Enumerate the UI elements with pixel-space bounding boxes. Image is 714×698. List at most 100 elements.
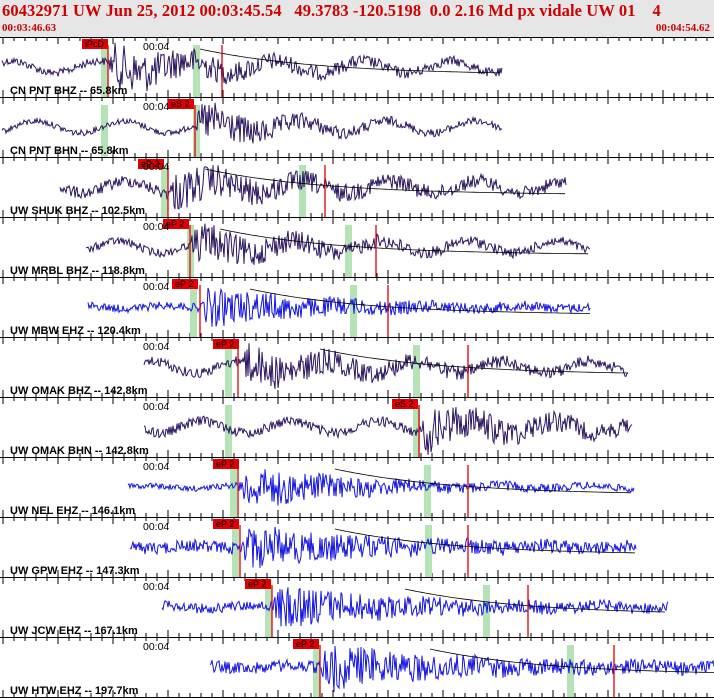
trace-panel[interactable]: iPcD 00:04 CN PNT BHZ -- 65.8km xyxy=(0,37,714,97)
time-label: 00:04 xyxy=(143,401,169,413)
waveform xyxy=(129,526,637,568)
station-label: UW MRBL BHZ -- 118.8km xyxy=(10,265,145,277)
pick-marker[interactable] xyxy=(163,219,189,229)
coda-curve xyxy=(219,228,589,255)
pick-label: eP 2 xyxy=(216,519,234,529)
time-ticks xyxy=(2,397,708,457)
time-ticks xyxy=(2,217,708,277)
station-label: UW MBW EHZ -- 120.4km xyxy=(10,325,141,337)
trace-panel[interactable]: eS 200:04 CN PNT BHN -- 65.8km xyxy=(0,97,714,157)
waveform xyxy=(1,42,503,92)
station-label: CN PNT BHZ -- 65.8km xyxy=(10,85,128,97)
pick-label: iPcD xyxy=(85,39,105,49)
coda-curve xyxy=(204,168,565,195)
waveform xyxy=(85,223,591,265)
trace-panel[interactable]: eP 2 00:04 UW GPW EHZ -- 147.3km xyxy=(0,517,714,577)
pick-label: eP 2 xyxy=(175,279,193,289)
station-label: UW JCW EHZ -- 167.1km xyxy=(10,625,138,637)
time-label: 00:04 xyxy=(143,161,169,173)
pick-label: eP 2 xyxy=(166,219,184,229)
pick-marker[interactable] xyxy=(392,399,418,409)
start-time: 00:03:46.63 xyxy=(2,22,57,34)
station-label: CN PNT BHN -- 65.8km xyxy=(10,145,129,157)
phase-window xyxy=(101,45,108,97)
coda-curve xyxy=(334,468,632,494)
trace-panel[interactable]: eP 200:04 UW MRBL BHZ -- 118.8km xyxy=(0,217,714,277)
trace-panel[interactable]: eP 2 00:04 UW NEL EHZ -- 146.1km xyxy=(0,457,714,517)
phase-window xyxy=(413,345,420,397)
time-label: 00:04 xyxy=(143,461,169,473)
station-label: UW SHUK BHZ -- 102.5km xyxy=(10,205,145,217)
station-label: UW HTW EHZ -- 197.7km xyxy=(10,685,139,697)
station-label: UW OMAK BHZ -- 142.8km xyxy=(10,385,148,397)
phase-window xyxy=(567,645,574,697)
time-label: 00:04 xyxy=(143,521,169,533)
pick-marker[interactable] xyxy=(172,279,198,289)
time-label: 00:04 xyxy=(143,641,169,653)
time-label: 00:04 xyxy=(143,221,169,233)
coda-curve xyxy=(334,528,636,554)
pick-marker[interactable] xyxy=(168,99,194,109)
phase-window xyxy=(232,525,239,577)
trace-panel[interactable]: eP 2 00:04 UW JCW EHZ -- 167.1km xyxy=(0,577,714,637)
waveform xyxy=(59,165,567,210)
time-label: 00:04 xyxy=(143,101,169,113)
waveform xyxy=(127,469,635,506)
pick-marker[interactable] xyxy=(213,519,239,529)
pick-marker[interactable] xyxy=(213,339,239,349)
pick-label: eP 2 xyxy=(216,339,234,349)
pick-label: eP 2 xyxy=(216,459,234,469)
phase-window xyxy=(193,105,200,157)
time-ticks xyxy=(2,577,708,637)
coda-curve xyxy=(319,348,629,374)
waveform xyxy=(161,587,669,627)
pick-label: eP 2 xyxy=(248,579,266,589)
time-label: 00:04 xyxy=(143,581,169,593)
phase-window xyxy=(345,225,352,277)
event-title: 60432971 UW Jun 25, 2012 00:03:45.54 49.… xyxy=(2,1,661,20)
time-ticks xyxy=(2,637,708,697)
phase-window xyxy=(425,525,432,577)
coda-curve xyxy=(404,588,666,613)
station-label: UW GPW EHZ -- 147.3km xyxy=(10,565,140,577)
phase-window xyxy=(424,465,431,517)
trace-panel[interactable]: eS 2 00:04 UW OMAK BHN -- 142.8km xyxy=(0,397,714,457)
phase-window xyxy=(230,465,237,517)
coda-curve xyxy=(249,288,591,314)
time-label: 00:04 xyxy=(143,341,169,353)
time-ticks xyxy=(2,37,708,97)
pick-label: eP 2 xyxy=(141,159,159,169)
pick-label: eS 2 xyxy=(171,99,190,109)
time-label: 00:04 xyxy=(143,41,169,53)
time-label: 00:04 xyxy=(143,281,169,293)
trace-panel[interactable]: eP 2 00:04 UW MBW EHZ -- 120.4km xyxy=(0,277,714,337)
station-label: UW OMAK BHN -- 142.8km xyxy=(10,445,149,457)
phase-window xyxy=(299,165,306,217)
phase-window xyxy=(101,105,108,157)
waveform xyxy=(143,343,629,389)
phase-window xyxy=(225,345,232,397)
pick-marker[interactable] xyxy=(138,159,164,169)
pick-marker[interactable] xyxy=(82,39,108,49)
trace-panel[interactable]: eP 2 00:04 UW OMAK BHZ -- 142.8km xyxy=(0,337,714,397)
phase-window xyxy=(190,285,197,337)
waveform xyxy=(143,407,633,455)
coda-curve xyxy=(199,48,501,74)
coda-curve xyxy=(429,648,714,673)
phase-window xyxy=(193,45,200,97)
end-time: 00:04:54.62 xyxy=(655,22,710,34)
trace-panel[interactable]: eP 200:04 UW SHUK BHZ -- 102.5km xyxy=(0,157,714,217)
header-bar: 60432971 UW Jun 25, 2012 00:03:45.54 49.… xyxy=(0,0,714,37)
time-ticks xyxy=(2,157,708,217)
trace-panel[interactable]: eP 2 00:04 UW HTW EHZ -- 197.7km xyxy=(0,637,714,697)
pick-marker[interactable] xyxy=(293,639,319,649)
pick-marker[interactable] xyxy=(245,579,271,589)
waveform xyxy=(87,287,591,327)
phase-window xyxy=(265,585,272,637)
pick-marker[interactable] xyxy=(213,459,239,469)
station-label: UW NEL EHZ -- 146.1km xyxy=(10,505,135,517)
waveform xyxy=(209,645,714,692)
pick-label: eP 2 xyxy=(296,639,314,649)
pick-label: eS 2 xyxy=(395,399,414,409)
